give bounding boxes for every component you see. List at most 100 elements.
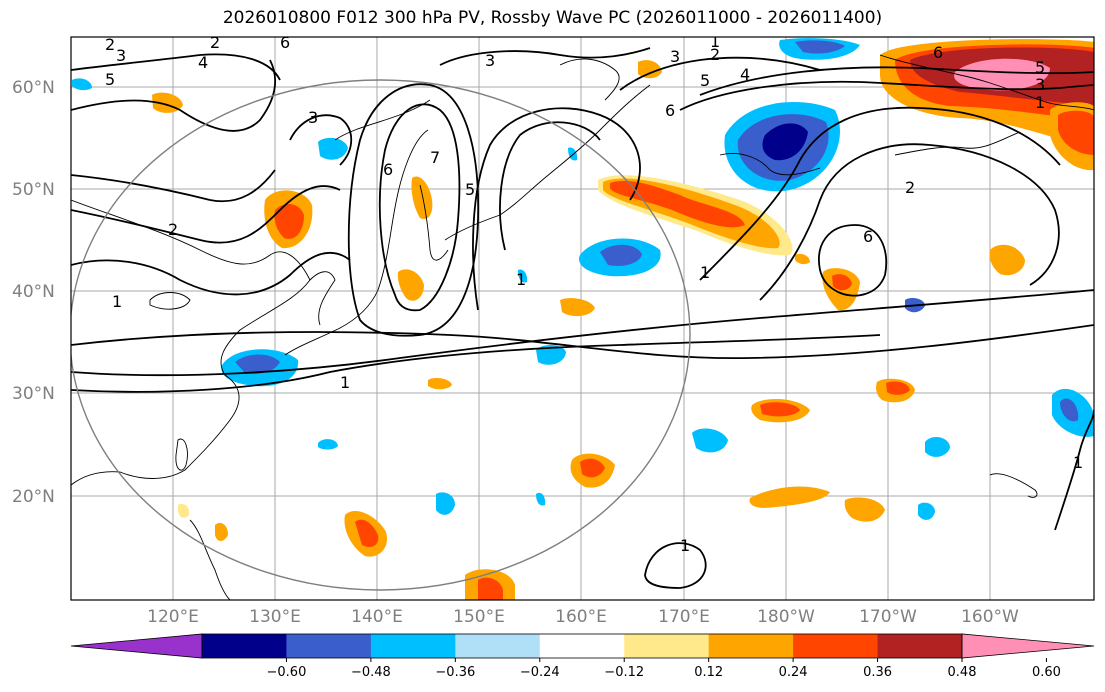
colorbar-extend-left	[70, 633, 203, 659]
contour-label: 4	[198, 53, 208, 72]
negative-pv-anomalies	[72, 38, 1094, 520]
colorbar-cell	[708, 634, 794, 658]
anomaly-blob	[274, 203, 304, 239]
anomaly-blob	[536, 344, 566, 365]
lon-label: 160°E	[555, 607, 607, 627]
contour-label: 1	[516, 270, 526, 289]
anomaly-blob	[580, 458, 605, 478]
anomaly-blob	[318, 137, 348, 160]
contour-label: 4	[740, 65, 750, 84]
positive-pv-anomalies	[152, 39, 1094, 600]
lon-label: 150°E	[453, 607, 505, 627]
contour-label: 5	[465, 180, 475, 199]
anomaly-blob	[610, 180, 745, 228]
latitude-labels: 60°N 50°N 40°N 30°N 20°N	[12, 78, 55, 507]
contour-label: 6	[383, 160, 393, 179]
colorbar-cell	[455, 634, 541, 658]
lat-label: 30°N	[12, 384, 55, 404]
anomaly-blob	[518, 269, 528, 283]
plot-area	[71, 37, 1094, 600]
contour-label: 6	[863, 227, 873, 246]
colorbar-tick-label: 0.24	[779, 665, 808, 680]
contour-label: 3	[1035, 75, 1045, 94]
colorbar-cell	[624, 634, 710, 658]
anomaly-blob	[1058, 110, 1094, 155]
colorbar-tick-label: −0.36	[435, 665, 475, 680]
lon-label: 180°W	[757, 607, 815, 627]
colorbar-cell	[793, 634, 879, 658]
contour-labels: 3 5 4 2 2 1 6 3 3 3 2 1 4 5 6 6 5 3 1 7 …	[105, 32, 1083, 555]
anomaly-blob	[560, 298, 595, 317]
lon-label: 170°E	[658, 607, 710, 627]
lat-label: 60°N	[12, 78, 55, 98]
colorbar-cell	[539, 634, 625, 658]
anomaly-blob	[178, 503, 190, 518]
contour-label: 3	[485, 51, 495, 70]
lat-label: 50°N	[12, 180, 55, 200]
colorbar-tick-label: −0.12	[604, 665, 644, 680]
contour-label: 3	[116, 46, 126, 65]
lat-label: 40°N	[12, 282, 55, 302]
colorbar-tick-label: −0.48	[351, 665, 391, 680]
anomaly-blob	[600, 244, 642, 266]
anomaly-blob	[925, 437, 950, 457]
anomaly-blob	[355, 519, 379, 547]
anomaly-blob	[397, 269, 424, 301]
contour-label: 6	[280, 33, 290, 52]
contour-label: 1	[1035, 93, 1045, 112]
lon-label: 140°E	[351, 607, 403, 627]
colorbar-cell	[370, 634, 456, 658]
colorbar: −0.60 −0.48 −0.36 −0.24 −0.12 0.12 0.24 0.36 0.4…	[70, 633, 1095, 680]
anomaly-blob	[215, 522, 228, 541]
pv-contours	[71, 47, 1094, 589]
colorbar-frame	[201, 633, 963, 659]
colorbar-cell	[877, 634, 963, 658]
colorbar-tick-label: −0.60	[267, 665, 307, 680]
colorbar-tick-label: 0.60	[1032, 665, 1061, 680]
longitude-labels: 120°E 130°E 140°E 150°E 160°E 170°E 180°…	[147, 607, 1019, 627]
contour-label: 5	[1035, 58, 1045, 77]
contour-label: 3	[308, 108, 318, 127]
contour-label: 3	[670, 47, 680, 66]
colorbar-tick-label: 0.48	[948, 665, 977, 680]
contour-label: 1	[340, 373, 350, 392]
contour-label: 2	[210, 33, 220, 52]
anomaly-blob	[989, 244, 1025, 276]
anomaly-blob	[886, 381, 910, 395]
contour-label: 6	[933, 43, 943, 62]
contour-label: 1	[112, 292, 122, 311]
contour-label: 6	[665, 101, 675, 120]
lat-label: 20°N	[12, 487, 55, 507]
colorbar-cell	[202, 634, 287, 658]
contour-label: 2	[168, 220, 178, 239]
contour-label: 2	[905, 178, 915, 197]
anomaly-blob	[318, 439, 338, 450]
colorbar-tick-label: 0.12	[694, 665, 723, 680]
anomaly-blob	[536, 492, 546, 506]
coastlines	[71, 54, 1094, 600]
contour-label: 7	[430, 148, 440, 167]
contour-label: 5	[105, 70, 115, 89]
contour-label: 1	[710, 32, 720, 51]
contour-label: 1	[700, 263, 710, 282]
anomaly-blob	[411, 176, 433, 220]
anomaly-blob	[72, 78, 92, 91]
anomaly-blob	[1060, 398, 1079, 422]
anomaly-blob	[760, 402, 800, 417]
map-title: 2026010800 F012 300 hPa PV, Rossby Wave …	[222, 8, 883, 28]
colorbar-tick-label: −0.24	[520, 665, 560, 680]
anomaly-blob	[954, 58, 1050, 91]
contour-label: 2	[710, 45, 720, 64]
colorbar-extend-right	[961, 633, 1095, 659]
lon-label: 160°W	[961, 607, 1019, 627]
contour-label: 1	[1073, 453, 1083, 472]
anomaly-blob	[692, 428, 728, 453]
anomaly-blob	[428, 377, 452, 390]
anomaly-blob	[795, 253, 810, 265]
lon-label: 120°E	[147, 607, 199, 627]
lon-label: 170°W	[859, 607, 917, 627]
colorbar-tick-label: 0.36	[863, 665, 892, 680]
contour-label: 2	[105, 35, 115, 54]
anomaly-blob	[844, 497, 885, 522]
